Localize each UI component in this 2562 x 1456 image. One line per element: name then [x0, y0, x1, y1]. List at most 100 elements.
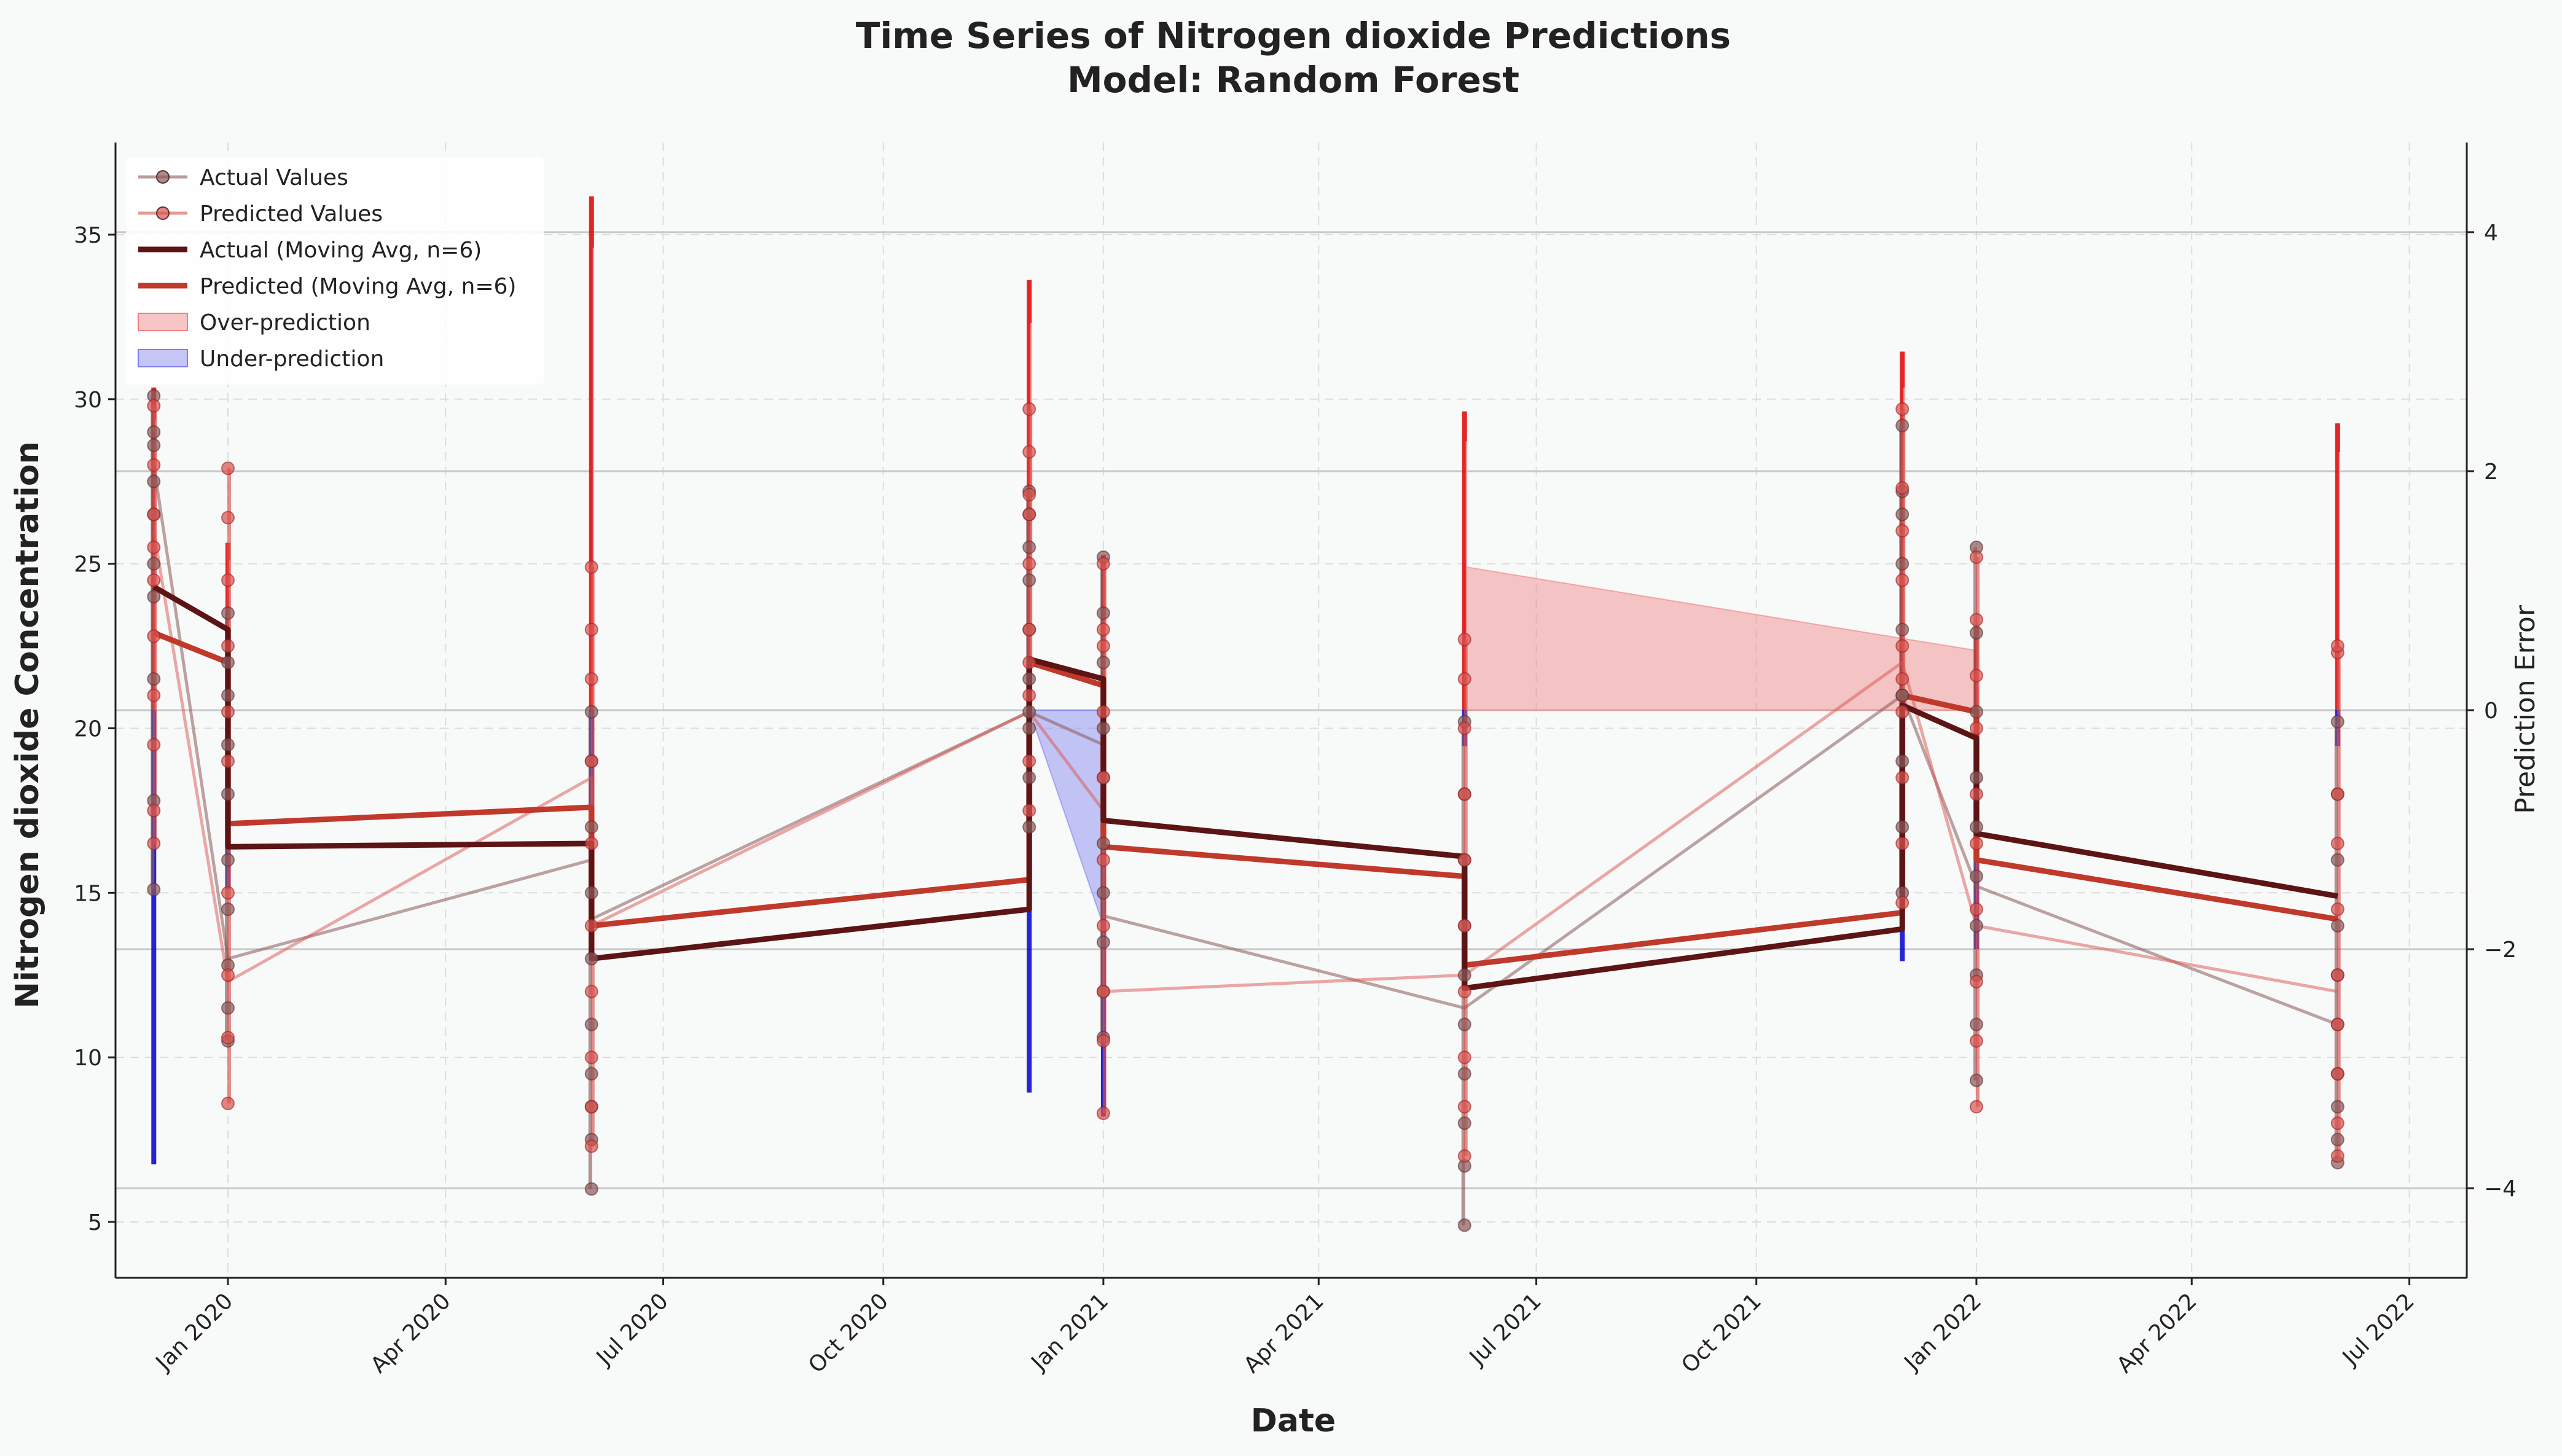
legend-label-3: Predicted (Moving Avg, n=6)	[200, 274, 516, 299]
predicted-point	[1096, 622, 1110, 636]
predicted-point	[221, 511, 235, 525]
actual-point	[1096, 935, 1110, 949]
actual-point	[1457, 968, 1471, 982]
actual-point	[1895, 622, 1910, 636]
actual-point	[1096, 656, 1110, 670]
actual-point	[1022, 540, 1036, 554]
actual-point	[1096, 886, 1110, 900]
chart-title: Time Series of Nitrogen dioxide Predicti…	[856, 15, 1731, 57]
predicted-point	[1022, 754, 1036, 769]
actual-point	[221, 787, 235, 801]
actual-point	[1969, 626, 1983, 640]
predicted-point	[1022, 507, 1036, 522]
predicted-point	[221, 461, 235, 476]
y-tick-label-0: 5	[88, 1210, 102, 1235]
predicted-point	[2330, 968, 2345, 982]
legend-label-1: Predicted Values	[200, 202, 383, 227]
predicted-point	[1457, 632, 1471, 646]
actual-point	[221, 902, 235, 917]
y-right-tick-label-4: 4	[2484, 221, 2498, 246]
predicted-point	[1895, 481, 1910, 495]
y-tick-label-1: 10	[74, 1046, 102, 1071]
predicted-point	[2330, 902, 2345, 917]
predicted-point	[147, 738, 161, 752]
actual-point	[1457, 1116, 1471, 1130]
predicted-point	[221, 573, 235, 587]
predicted-point	[221, 1030, 235, 1044]
predicted-point	[221, 886, 235, 900]
legend-label-5: Under-prediction	[200, 346, 384, 372]
predicted-point	[1895, 672, 1910, 686]
actual-point	[584, 705, 598, 719]
predicted-point	[1457, 672, 1471, 686]
predicted-point	[2330, 1149, 2345, 1163]
actual-point	[584, 1017, 598, 1031]
y-tick-label-3: 20	[74, 716, 102, 742]
predicted-point	[2330, 639, 2345, 653]
predicted-point	[1022, 488, 1036, 502]
actual-point	[221, 738, 235, 752]
actual-point	[1969, 705, 1983, 719]
predicted-point	[1457, 721, 1471, 735]
actual-point	[1457, 1017, 1471, 1031]
predicted-point	[147, 836, 161, 850]
predicted-point	[584, 1100, 598, 1114]
legend-label-4: Over-prediction	[200, 310, 370, 335]
actual-point	[1022, 573, 1036, 587]
chart-subtitle: Model: Random Forest	[1067, 59, 1519, 101]
predicted-point	[1969, 613, 1983, 627]
predicted-point	[147, 629, 161, 643]
actual-point	[1096, 606, 1110, 620]
predicted-point	[1096, 1106, 1110, 1121]
predicted-point	[1895, 705, 1910, 719]
predicted-point	[584, 918, 598, 933]
legend: Actual Values Predicted Values Actual (Mov…	[126, 157, 544, 385]
actual-point	[147, 590, 161, 604]
predicted-point	[1895, 639, 1910, 653]
predicted-point	[1022, 557, 1036, 571]
actual-point	[1895, 754, 1910, 769]
predicted-point	[1969, 836, 1983, 850]
predicted-point	[1457, 1100, 1471, 1114]
predicted-point	[584, 1139, 598, 1153]
actual-point	[2330, 714, 2345, 729]
predicted-point	[147, 399, 161, 413]
predicted-point	[2330, 1017, 2345, 1031]
predicted-point	[147, 458, 161, 472]
predicted-point	[1096, 853, 1110, 867]
predicted-point	[1457, 853, 1471, 867]
predicted-point	[584, 836, 598, 850]
predicted-point	[221, 639, 235, 653]
predicted-point	[584, 672, 598, 686]
predicted-point	[147, 804, 161, 818]
predicted-point	[147, 573, 161, 587]
predicted-point	[1022, 445, 1036, 459]
predicted-point	[1969, 1100, 1983, 1114]
actual-point	[147, 425, 161, 439]
predicted-point	[1022, 804, 1036, 818]
actual-point	[1969, 869, 1983, 883]
actual-point	[1969, 820, 1983, 834]
actual-point	[584, 886, 598, 900]
actual-point	[1895, 557, 1910, 571]
predicted-point	[1969, 721, 1983, 735]
predicted-point	[1457, 984, 1471, 998]
predicted-point	[2330, 836, 2345, 850]
actual-point	[584, 820, 598, 834]
predicted-point	[1096, 557, 1110, 571]
predicted-point	[584, 754, 598, 769]
predicted-point	[1022, 622, 1036, 636]
y-right-tick-label-0: −4	[2484, 1176, 2517, 1202]
actual-point	[1895, 820, 1910, 834]
actual-point	[1895, 507, 1910, 522]
predicted-point	[1096, 918, 1110, 933]
predicted-point	[147, 688, 161, 702]
predicted-point	[584, 984, 598, 998]
predicted-point	[221, 705, 235, 719]
x-axis-label: Date	[1251, 1403, 1336, 1439]
predicted-point	[1895, 770, 1910, 785]
actual-point	[1895, 418, 1910, 432]
actual-point	[1969, 770, 1983, 785]
actual-point	[1022, 672, 1036, 686]
predicted-point	[1096, 705, 1110, 719]
